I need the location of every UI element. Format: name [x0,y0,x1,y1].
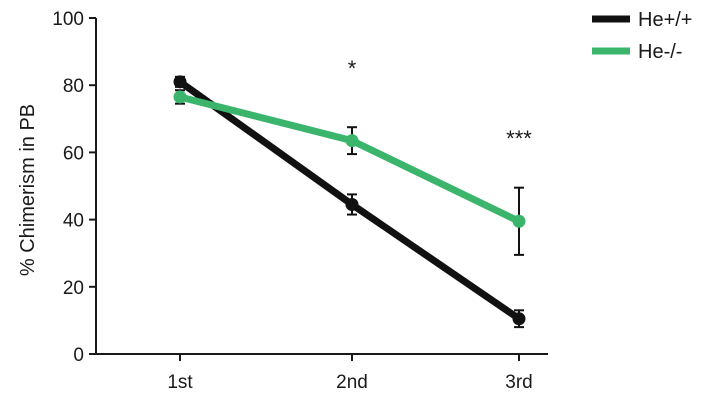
significance-marker: * [348,56,357,81]
x-tick-label: 3rd [505,372,532,393]
series-layer [173,75,526,329]
y-ticks: 0 20 40 60 80 100 [52,9,96,366]
significance-marker: *** [506,126,532,151]
x-tick-label: 1st [167,372,193,393]
x-ticks: 1st 2nd 3rd [167,354,533,393]
x-tick-label: 2nd [336,372,368,393]
data-point [512,214,526,228]
y-tick-label: 0 [73,345,84,366]
series-he-minus [173,89,526,256]
data-point [512,312,526,326]
data-point [345,197,359,211]
data-point [173,75,187,89]
legend-label: He+/+ [638,9,692,31]
y-tick-label: 80 [63,76,84,97]
y-tick-label: 60 [63,143,84,164]
data-point [345,134,359,148]
y-tick-label: 40 [63,211,84,232]
y-tick-label: 100 [52,9,84,30]
legend-label: He-/- [638,41,682,63]
y-tick-label: 20 [63,278,84,299]
y-axis-title: % Chimerism in PB [17,104,39,276]
significance-annotations: **** [348,56,533,151]
series-he-plus [173,75,526,329]
data-point [173,90,187,104]
axes [95,18,548,355]
legend: He+/+ He-/- [592,9,692,63]
